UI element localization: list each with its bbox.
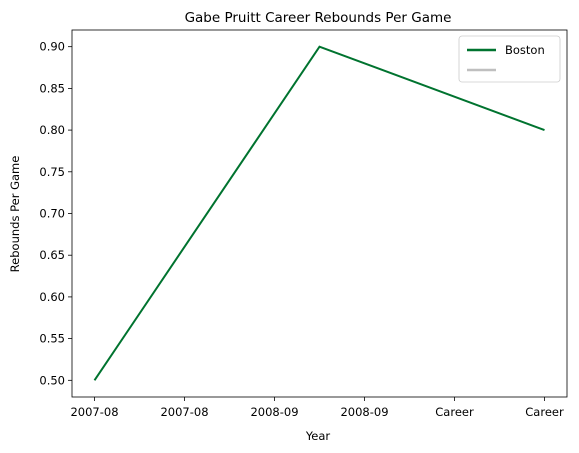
x-tick-label: Career [435, 405, 474, 419]
x-tick-label: Career [525, 405, 564, 419]
y-tick-label: 0.60 [39, 290, 65, 304]
chart-title: Gabe Pruitt Career Rebounds Per Game [185, 10, 452, 26]
y-tick-label: 0.85 [39, 81, 65, 95]
y-tick-label: 0.75 [39, 165, 65, 179]
y-tick-label: 0.65 [39, 248, 65, 262]
legend-label-0: Boston [505, 43, 545, 57]
series-line-0 [93, 45, 545, 381]
x-axis: 2007-08 2007-08 2008-09 2008-09 Career Career [70, 397, 564, 419]
y-tick-label: 0.50 [39, 373, 65, 387]
legend: Boston [458, 35, 561, 83]
y-tick-label: 0.80 [39, 123, 65, 137]
y-axis-label: Rebounds Per Game [8, 156, 22, 273]
x-tick-label: 2008-09 [250, 405, 298, 419]
x-axis-label: Year [305, 429, 331, 443]
y-tick-label: 0.70 [39, 207, 65, 221]
y-tick-label: 0.90 [39, 40, 65, 54]
x-tick-label: 2008-09 [340, 405, 388, 419]
x-tick-label: 2007-08 [160, 405, 208, 419]
x-tick-label: 2007-08 [70, 405, 118, 419]
y-axis: 0.50 0.55 0.60 0.65 0.70 0.75 0.80 0.85 0.90 [39, 40, 72, 387]
series-lines [93, 45, 545, 381]
plot-area [71, 29, 568, 398]
y-tick-label: 0.55 [39, 332, 65, 346]
